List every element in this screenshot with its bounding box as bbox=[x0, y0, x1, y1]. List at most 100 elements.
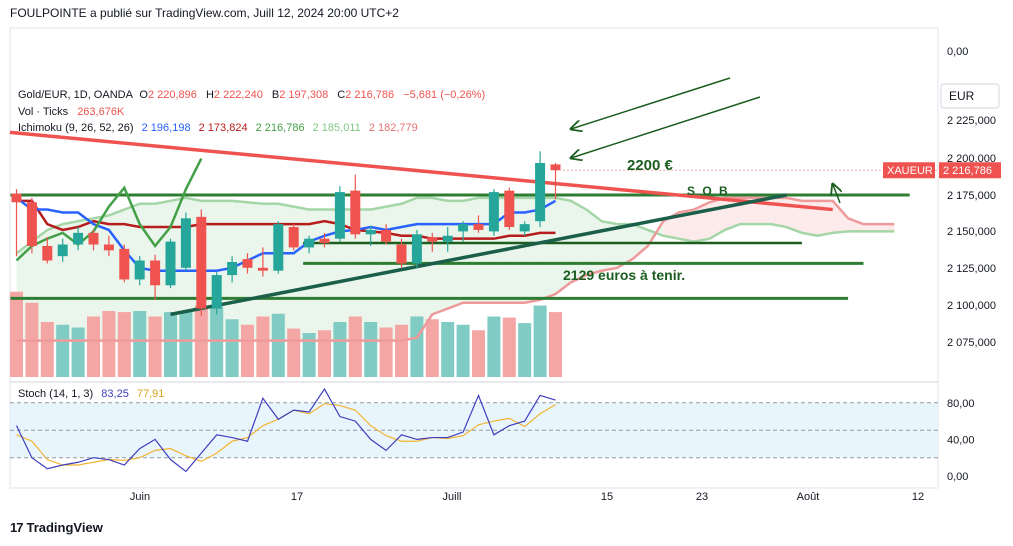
candle[interactable] bbox=[196, 209, 207, 316]
candle[interactable] bbox=[396, 238, 407, 268]
legend-stoch-d: 77,91 bbox=[137, 388, 165, 400]
price-tick-label: 0,00 bbox=[947, 46, 968, 58]
candle-body bbox=[73, 232, 84, 245]
candle[interactable] bbox=[227, 256, 238, 283]
volume-bar bbox=[549, 312, 562, 377]
candle-body bbox=[427, 237, 438, 242]
volume-bar bbox=[379, 327, 393, 377]
volume-bar bbox=[487, 316, 501, 377]
candle[interactable] bbox=[288, 224, 299, 251]
time-tick-label: 15 bbox=[601, 491, 613, 503]
symbol-badge bbox=[883, 162, 935, 179]
candle[interactable] bbox=[257, 247, 268, 277]
candle-body bbox=[504, 190, 515, 228]
candle[interactable] bbox=[119, 244, 130, 283]
candle[interactable] bbox=[103, 235, 114, 257]
candle[interactable] bbox=[411, 229, 422, 268]
candle[interactable] bbox=[211, 272, 222, 315]
volume-bar bbox=[225, 319, 239, 377]
candle-body bbox=[473, 224, 484, 230]
candle[interactable] bbox=[57, 238, 68, 262]
candle-body bbox=[88, 232, 99, 245]
candle[interactable] bbox=[319, 232, 330, 248]
cloud-segment bbox=[678, 209, 695, 242]
volume-bar bbox=[533, 305, 547, 377]
cloud-segment bbox=[232, 200, 248, 341]
candle-body bbox=[211, 275, 222, 309]
cloud-segment bbox=[432, 197, 448, 315]
candle[interactable] bbox=[427, 232, 438, 252]
legend-spana-value: 2 185,011 bbox=[313, 122, 361, 134]
candle[interactable] bbox=[73, 227, 84, 251]
cloud-segment bbox=[801, 200, 818, 236]
candle[interactable] bbox=[134, 256, 145, 286]
cloud-segment bbox=[78, 218, 94, 341]
candle[interactable] bbox=[42, 237, 53, 264]
candle[interactable] bbox=[180, 212, 191, 271]
volume-bar bbox=[40, 322, 54, 377]
candle[interactable] bbox=[458, 221, 469, 242]
candle[interactable] bbox=[273, 221, 284, 274]
candle-body bbox=[11, 193, 22, 203]
candle[interactable] bbox=[26, 197, 37, 254]
candle[interactable] bbox=[365, 225, 376, 246]
annotation-sob: S O B bbox=[687, 184, 730, 198]
candle[interactable] bbox=[150, 254, 161, 300]
time-tick-label: 12 bbox=[912, 491, 924, 503]
candle-body bbox=[273, 224, 284, 271]
candle[interactable] bbox=[442, 227, 453, 252]
candle[interactable] bbox=[550, 162, 561, 200]
cloud-segment bbox=[848, 218, 864, 232]
legend-spanb-value: 2 182,779 bbox=[369, 122, 418, 134]
candle[interactable] bbox=[473, 215, 484, 233]
volume-bar bbox=[256, 316, 270, 377]
footer-brand[interactable]: 17 TradingView bbox=[10, 520, 103, 535]
trendlines-layer bbox=[9, 130, 833, 317]
candle[interactable] bbox=[11, 189, 22, 257]
legend-stoch-label: Stoch (14, 1, 3) bbox=[18, 388, 93, 400]
volume-bar bbox=[241, 324, 254, 377]
candle[interactable] bbox=[350, 174, 361, 239]
candle-body bbox=[396, 244, 407, 264]
cloud-segment bbox=[416, 197, 433, 338]
candle-body bbox=[381, 229, 392, 242]
candle[interactable] bbox=[535, 151, 546, 228]
price-axis[interactable]: 0,00 2 225,000 2 200,000 2 175,000 2 150,000… bbox=[883, 46, 1001, 483]
candle[interactable] bbox=[488, 189, 499, 236]
candle[interactable] bbox=[242, 253, 253, 274]
volume-bar bbox=[10, 291, 23, 377]
legend-ichimoku-row: Ichimoku (9, 26, 52, 26) 2 196,198 2 173… bbox=[18, 122, 418, 134]
candle[interactable] bbox=[504, 187, 515, 230]
legend-symbol: Gold/EUR, 1D, OANDA bbox=[18, 89, 134, 101]
time-tick-label: 23 bbox=[696, 491, 708, 503]
candle-body bbox=[442, 235, 453, 242]
legend-kijun-value: 2 173,824 bbox=[199, 122, 248, 134]
resistance-trendline bbox=[9, 130, 833, 212]
annotation-arrow bbox=[833, 184, 840, 204]
currency-button[interactable]: EUR bbox=[940, 83, 1000, 109]
candle-body bbox=[227, 261, 238, 276]
legend-ohlc-row: Gold/EUR, 1D, OANDA O2 220,896 H2 222,24… bbox=[18, 89, 485, 101]
candle[interactable] bbox=[381, 224, 392, 245]
volume-bar bbox=[302, 333, 316, 377]
legend-stoch-row: Stoch (14, 1, 3) 83,25 77,91 bbox=[18, 388, 164, 400]
candle[interactable] bbox=[88, 229, 99, 251]
candle[interactable] bbox=[304, 235, 315, 254]
candle[interactable] bbox=[165, 238, 176, 289]
candle-body bbox=[334, 192, 345, 239]
legend-chikou-value: 2 216,786 bbox=[256, 122, 305, 134]
candle[interactable] bbox=[519, 221, 530, 236]
cloud-segment bbox=[555, 197, 571, 295]
candle-body bbox=[42, 245, 53, 261]
currency-label: EUR bbox=[949, 89, 975, 103]
volume-bar bbox=[164, 312, 177, 377]
candle[interactable] bbox=[334, 186, 345, 242]
cloud-segment bbox=[540, 197, 556, 300]
candle-body bbox=[488, 192, 499, 232]
tradingview-logo-icon: 17 bbox=[10, 520, 24, 535]
candle-body bbox=[26, 202, 37, 246]
volume-bar bbox=[364, 322, 378, 377]
legend-stoch-k: 83,25 bbox=[101, 388, 129, 400]
time-axis[interactable]: Juin 17 Juill 15 23 Août 12 bbox=[130, 491, 924, 503]
